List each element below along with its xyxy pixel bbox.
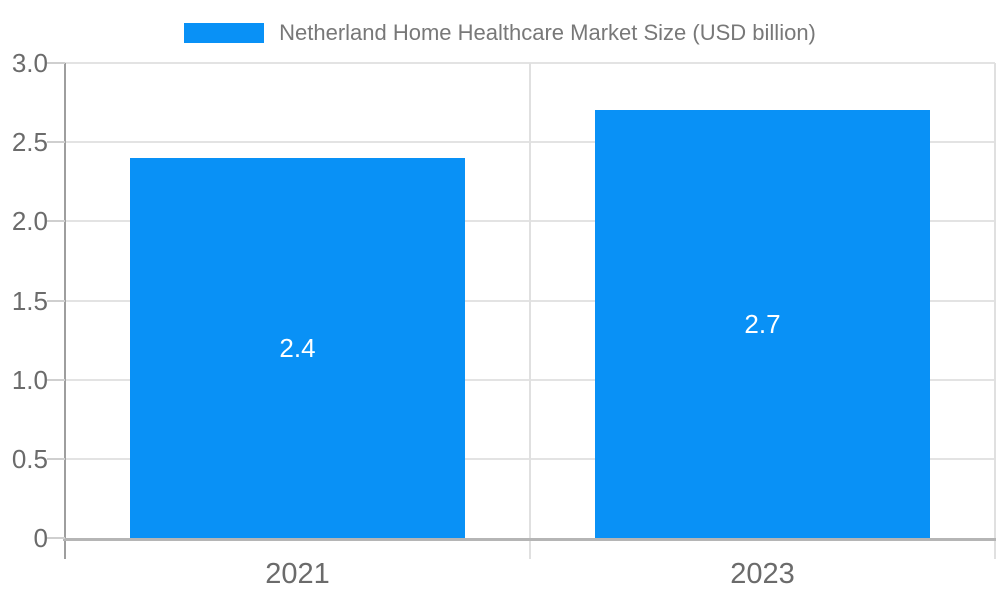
y-tick-label: 2.0 [11, 206, 48, 237]
y-axis-tick [47, 378, 65, 381]
x-tick-label: 2023 [730, 558, 795, 590]
y-tick-label: 2.5 [11, 127, 48, 158]
y-axis-tick [47, 62, 65, 64]
bar: 2.4 [130, 158, 465, 538]
legend-swatch [184, 23, 265, 43]
x-axis-baseline [63, 538, 996, 541]
x-tick-label: 2021 [265, 558, 330, 590]
boundary-line [529, 63, 531, 541]
y-tick-label: 1.0 [11, 364, 48, 395]
legend[interactable]: Netherland Home Healthcare Market Size (… [0, 16, 1000, 50]
y-tick-label: 0.5 [11, 443, 48, 474]
bar: 2.7 [595, 110, 930, 538]
y-axis-tick [47, 141, 65, 144]
boundary-line [994, 63, 996, 541]
y-axis-line [64, 63, 66, 559]
x-axis-tick [529, 541, 531, 559]
y-tick-label: 1.5 [11, 285, 48, 316]
y-tick-label: 3.0 [11, 48, 48, 78]
y-axis-tick [47, 299, 65, 302]
bar-value-label: 2.4 [279, 333, 316, 363]
legend-label: Netherland Home Healthcare Market Size (… [279, 20, 816, 45]
bar-value-label: 2.7 [744, 309, 781, 339]
y-tick-label: 0 [33, 523, 48, 553]
y-axis-tick [47, 220, 65, 223]
y-axis-tick [47, 457, 65, 460]
y-axis-tick [47, 537, 65, 539]
x-axis-tick [994, 541, 996, 559]
